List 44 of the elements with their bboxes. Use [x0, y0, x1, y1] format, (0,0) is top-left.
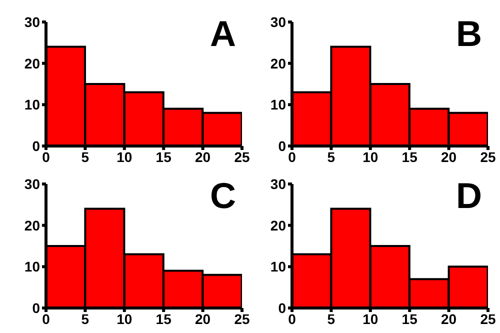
x-tick-label: 5: [81, 148, 90, 165]
x-tick-label: 10: [362, 310, 378, 327]
annotation: D: [456, 175, 482, 216]
x-tick-label: 15: [156, 310, 172, 327]
x-tick-label: 15: [402, 148, 418, 165]
y-tick-label: 20: [24, 217, 40, 234]
x-tick-label: 25: [480, 148, 496, 165]
x-tick-label: 25: [234, 148, 250, 165]
y-tick-label: 20: [24, 55, 40, 72]
y-tick-label: 0: [278, 138, 286, 154]
x-tick-label: 10: [362, 148, 378, 165]
x-tick-label: 5: [327, 310, 336, 327]
x-tick-label: 0: [42, 148, 50, 165]
x-tick-label: 25: [234, 310, 250, 327]
y-tick-label: 30: [24, 176, 40, 192]
y-tick-label: 30: [24, 14, 40, 30]
annotation: C: [210, 175, 236, 216]
y-tick-label: 10: [270, 258, 286, 275]
y-tick-label: 10: [24, 96, 40, 113]
y-tick-label: 0: [32, 300, 40, 316]
y-tick-label: 30: [270, 14, 286, 30]
x-tick-label: 0: [288, 148, 296, 165]
x-tick-label: 20: [195, 310, 211, 327]
y-tick-label: 20: [270, 217, 286, 234]
x-tick-label: 5: [81, 310, 90, 327]
x-tick-label: 10: [116, 148, 132, 165]
x-tick-label: 0: [42, 310, 50, 327]
x-tick-label: 15: [402, 310, 418, 327]
y-tick-label: 30: [270, 176, 286, 192]
x-tick-label: 15: [156, 148, 172, 165]
x-tick-label: 0: [288, 310, 296, 327]
x-tick-label: 20: [441, 148, 457, 165]
annotation: A: [210, 13, 236, 54]
x-tick-label: 20: [441, 310, 457, 327]
x-tick-label: 10: [116, 310, 132, 327]
annotation: B: [456, 13, 482, 54]
x-tick-label: 20: [195, 148, 211, 165]
y-tick-label: 20: [270, 55, 286, 72]
y-tick-label: 10: [270, 96, 286, 113]
x-tick-label: 25: [480, 310, 496, 327]
x-tick-label: 5: [327, 148, 336, 165]
y-tick-label: 0: [278, 300, 286, 316]
y-tick-label: 0: [32, 138, 40, 154]
y-tick-label: 10: [24, 258, 40, 275]
